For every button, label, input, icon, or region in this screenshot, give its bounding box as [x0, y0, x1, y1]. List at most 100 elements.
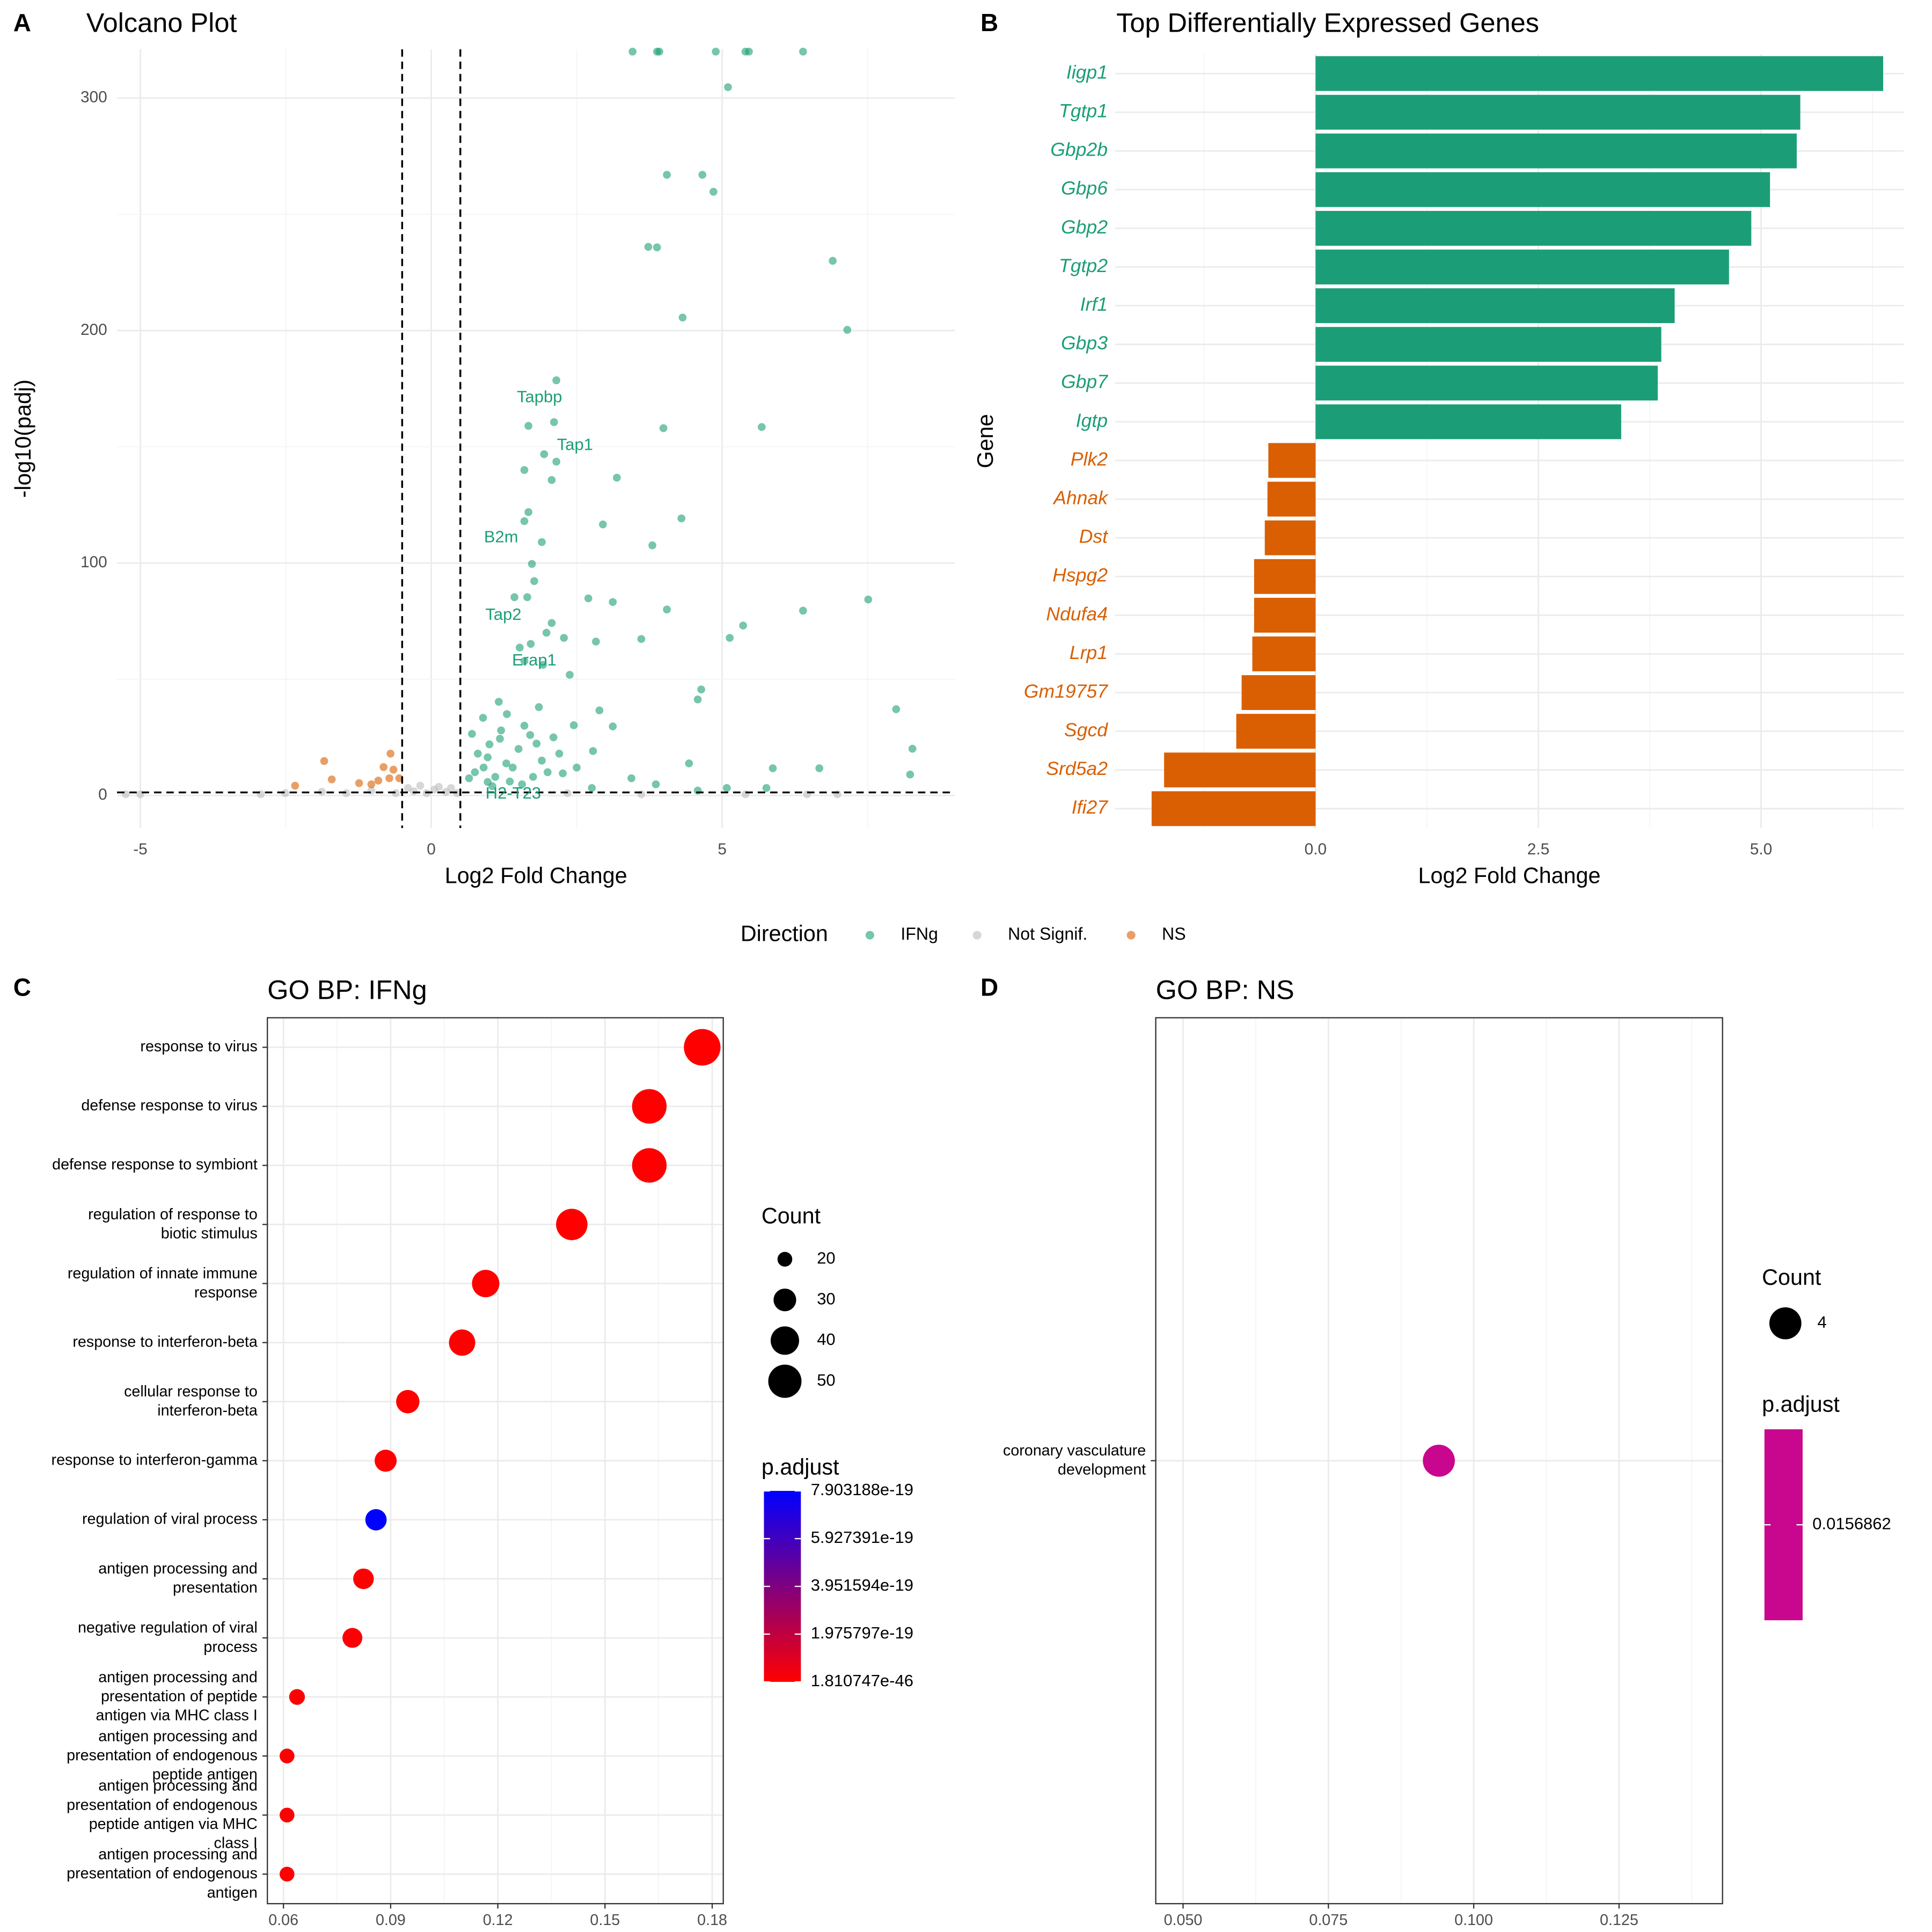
text-line: presentation [173, 1579, 258, 1596]
text-line: coronary vasculature [1003, 1442, 1146, 1459]
point [538, 756, 546, 765]
colorbar [1764, 1429, 1803, 1621]
point [908, 744, 917, 753]
point [528, 560, 536, 568]
text-line: presentation of endogenous [67, 1796, 258, 1813]
color-legend-title: p.adjust [1762, 1392, 1840, 1417]
point [524, 508, 532, 516]
point [613, 473, 621, 482]
x-tick-label: 0.0 [1305, 840, 1327, 858]
point [526, 731, 535, 739]
bar [1315, 288, 1675, 324]
dot [289, 1689, 305, 1705]
legend-title: Direction [741, 921, 828, 946]
point [520, 466, 529, 474]
text-line: antigen processing and [98, 1668, 258, 1686]
point [494, 698, 503, 706]
bar [1315, 210, 1752, 246]
size-legend-label: 20 [817, 1249, 835, 1268]
point [609, 722, 617, 730]
point [549, 733, 558, 742]
dot [556, 1209, 588, 1240]
bar [1268, 443, 1316, 478]
bar [1241, 675, 1316, 710]
gene-annotation: Erap1 [512, 650, 557, 669]
point [864, 595, 873, 604]
point [609, 598, 617, 606]
point [395, 774, 404, 782]
category-label: Plk2 [1071, 448, 1108, 470]
point [678, 313, 687, 322]
bar [1315, 250, 1729, 284]
category-label: regulation of response to biotic stimulus [88, 1205, 258, 1242]
point [503, 710, 511, 718]
gene-annotation: Tapbp [517, 387, 562, 406]
point [547, 476, 556, 484]
dot [342, 1628, 363, 1648]
point [404, 784, 412, 792]
point [514, 745, 523, 753]
text-line: presentation of endogenous [67, 1865, 258, 1882]
chart-title: GO BP: NS [1156, 975, 1294, 1005]
point [318, 787, 326, 796]
colorbar-label: 1.975797e-19 [811, 1623, 913, 1642]
bar [1254, 559, 1316, 594]
point [385, 774, 393, 782]
point [509, 763, 517, 772]
x-tick-label: 0.18 [697, 1912, 727, 1929]
point [327, 775, 336, 784]
point [560, 634, 568, 642]
category-label: Gm19757 [1024, 680, 1108, 702]
point [386, 749, 395, 758]
bar [1315, 327, 1662, 362]
text-line: antigen processing and [98, 1777, 258, 1794]
point [497, 726, 506, 735]
point [465, 774, 473, 782]
chart-title: Top Differentially Expressed Genes [1116, 7, 1539, 38]
point [739, 621, 748, 630]
category-label: Gbp3 [1061, 332, 1108, 354]
panel-label: C [13, 974, 31, 1001]
point [520, 721, 529, 730]
point [367, 780, 376, 788]
category-label: Ahnak [1052, 487, 1109, 508]
category-label: coronary vasculature development [1003, 1442, 1146, 1479]
text-line: presentation of peptide [101, 1688, 258, 1705]
size-legend-label: 4 [1817, 1313, 1826, 1331]
category-label: Sgcd [1064, 719, 1108, 741]
point [374, 777, 383, 785]
category-label: antigen processing and presentation of en… [67, 1777, 258, 1851]
text-line: class I [214, 1834, 258, 1851]
bar [1315, 404, 1621, 440]
point [532, 740, 541, 748]
point [599, 520, 607, 529]
bar [1267, 481, 1316, 517]
dot [280, 1807, 295, 1823]
category-label: regulation of viral process [82, 1510, 258, 1527]
point [540, 450, 548, 458]
text-line: response [194, 1284, 258, 1301]
point [544, 768, 552, 777]
category-label: Igtp [1076, 409, 1108, 431]
category-label: cellular response to interferon-beta [124, 1383, 258, 1419]
point [722, 784, 731, 792]
point [569, 721, 578, 729]
point [538, 538, 546, 546]
text-line: interferon-beta [157, 1402, 258, 1419]
point [769, 764, 777, 772]
text-line: antigen processing and [98, 1846, 258, 1863]
point [535, 703, 543, 711]
point [648, 541, 656, 550]
point [552, 457, 561, 466]
size-legend-key [773, 1289, 796, 1312]
point [663, 605, 671, 614]
dot [280, 1748, 295, 1763]
point [547, 619, 556, 627]
x-tick-label: 0.06 [268, 1912, 298, 1929]
dot [365, 1509, 387, 1531]
x-tick-label: -5 [133, 840, 148, 858]
panel-label: B [980, 9, 998, 36]
y-tick-label: 0 [98, 786, 107, 803]
category-label: Irf1 [1080, 294, 1108, 315]
category-label: response to interferon-beta [72, 1333, 258, 1350]
